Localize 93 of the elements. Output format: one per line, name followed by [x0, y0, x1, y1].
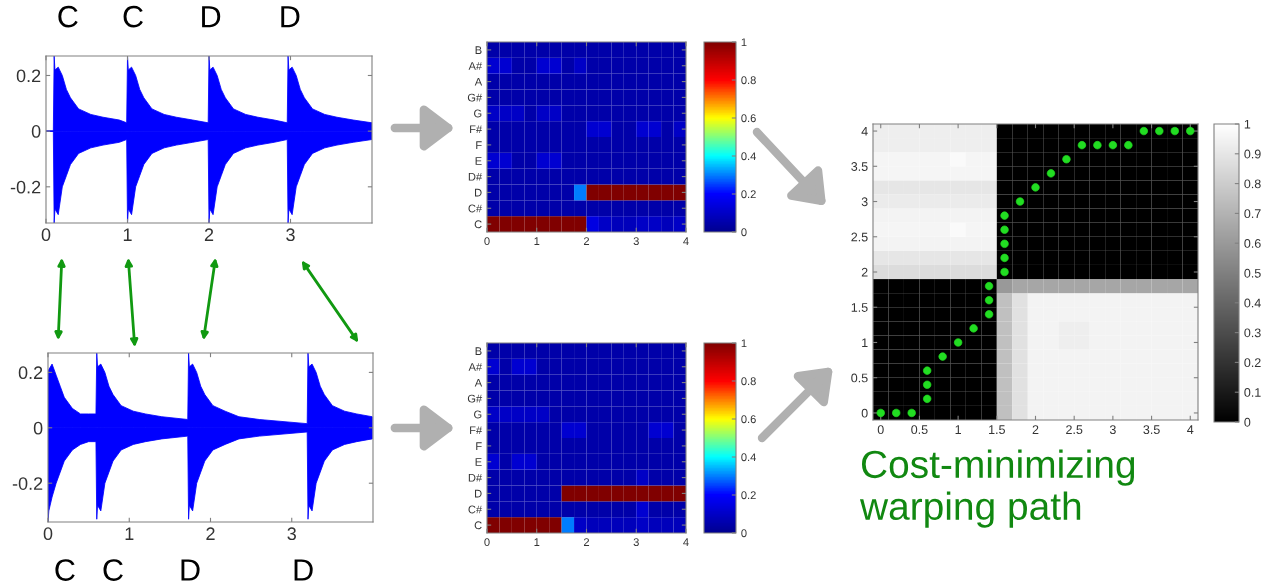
y-tick-label: 4 [861, 126, 868, 136]
y-tick-label: F [476, 141, 482, 149]
color-bar-label: 0.8 [1244, 179, 1261, 189]
x-tick-label: 1.5 [989, 425, 1005, 435]
y-tick-label: C# [468, 505, 483, 514]
x-tick-label: 3 [286, 228, 295, 242]
x-tick-label: 0.5 [911, 425, 928, 435]
y-tick-label: 2 [861, 267, 868, 277]
x-tick-label: 1 [534, 538, 540, 546]
x-tick-label: 1 [534, 237, 540, 245]
text: C [58, 5, 78, 28]
x-tick-label: 2.5 [1066, 425, 1083, 435]
y-tick-label: G# [467, 394, 483, 403]
color-bar-label: 1 [741, 38, 747, 47]
color-bar-label: 0.5 [1244, 268, 1261, 278]
y-tick-label: E [475, 157, 482, 165]
y-tick-label: 0 [861, 408, 868, 418]
y-tick-label: G [474, 410, 482, 419]
x-tick-label: 0 [43, 527, 53, 541]
color-bar-label: 0.4 [1244, 298, 1261, 308]
x-tick-label: 0 [484, 538, 490, 547]
color-bar-label: 1 [741, 339, 747, 348]
y-tick-label: 0.2 [16, 69, 41, 83]
x-tick-label: 2 [204, 228, 214, 241]
y-tick-label: 1.5 [851, 303, 868, 312]
y-tick-label: D [475, 489, 482, 498]
color-bar-label: 0.2 [1244, 358, 1261, 368]
y-tick-label: -0.2 [12, 477, 43, 490]
y-tick-label: C [474, 220, 482, 229]
x-tick-label: 3 [1109, 425, 1116, 435]
x-tick-label: 4 [683, 538, 689, 546]
text: D [294, 559, 313, 581]
color-bar-label: 0.2 [741, 190, 756, 199]
text: D [181, 559, 200, 581]
x-tick-label: 3 [287, 527, 296, 541]
y-tick-label: G [474, 109, 482, 118]
y-tick-label: D# [468, 172, 483, 181]
color-bar-label: 0.8 [741, 377, 756, 386]
text: C [103, 559, 123, 581]
y-tick-label: 3 [861, 197, 868, 207]
y-tick-label: G# [467, 93, 483, 102]
text: D [281, 6, 300, 28]
color-bar-label: 0.6 [741, 114, 756, 123]
color-bar-label: 0.9 [1244, 149, 1261, 159]
color-bar-label: 1 [1244, 119, 1251, 129]
text: D [202, 6, 221, 28]
y-tick-label: 1 [862, 338, 868, 348]
y-tick-label: E [475, 458, 482, 466]
y-tick-label: D [475, 188, 482, 197]
x-tick-label: 2 [583, 237, 590, 245]
x-tick-label: 1 [123, 228, 132, 241]
y-tick-label: C [474, 521, 482, 530]
y-tick-label: B [475, 46, 482, 54]
x-tick-label: 2 [1032, 425, 1039, 434]
y-tick-label: F [476, 442, 482, 450]
y-tick-label: 3.5 [851, 162, 868, 171]
color-bar-label: 0.3 [1244, 328, 1261, 338]
color-bar-label: 0.6 [1244, 239, 1261, 248]
x-tick-label: 3 [633, 237, 639, 246]
color-bar-label: 0 [1244, 417, 1251, 427]
x-tick-label: 0 [484, 237, 490, 246]
text: Cost-minimizing warping path [859, 449, 1135, 528]
y-tick-label: D# [468, 473, 483, 482]
color-bar-label: 0.4 [741, 453, 756, 462]
y-tick-label: A [474, 77, 483, 86]
y-tick-label: 0.5 [851, 373, 868, 383]
color-bar-label: 0.2 [741, 491, 756, 500]
x-tick-label: 2 [583, 538, 590, 546]
y-tick-label: -0.2 [10, 180, 41, 194]
color-bar-label: 0.4 [741, 152, 756, 161]
y-tick-label: F# [470, 125, 483, 134]
y-tick-label: B [475, 347, 482, 355]
y-tick-label: F# [470, 426, 483, 435]
y-tick-label: A [474, 378, 483, 387]
x-tick-label: 4 [683, 237, 689, 245]
x-tick-label: 3.5 [1143, 425, 1160, 435]
x-tick-label: 3 [633, 538, 639, 547]
y-tick-label: A# [468, 62, 483, 70]
color-bar-label: 0.6 [741, 415, 756, 424]
color-bar-label: 0.7 [1244, 209, 1261, 219]
x-tick-label: 2 [206, 527, 215, 540]
color-bar-label: 0.1 [1244, 388, 1261, 397]
y-tick-label: 0.2 [18, 366, 43, 380]
x-tick-label: 4 [1187, 425, 1194, 434]
y-tick-label: 0 [31, 125, 41, 138]
x-tick-label: 1 [955, 425, 961, 434]
y-tick-label: A# [468, 363, 483, 371]
x-tick-label: 0 [877, 425, 884, 435]
text: C [123, 5, 143, 28]
color-bar-label: 0.8 [741, 76, 756, 85]
x-tick-label: 1 [125, 527, 134, 540]
text: C [55, 559, 75, 581]
y-tick-label: C# [468, 204, 483, 213]
